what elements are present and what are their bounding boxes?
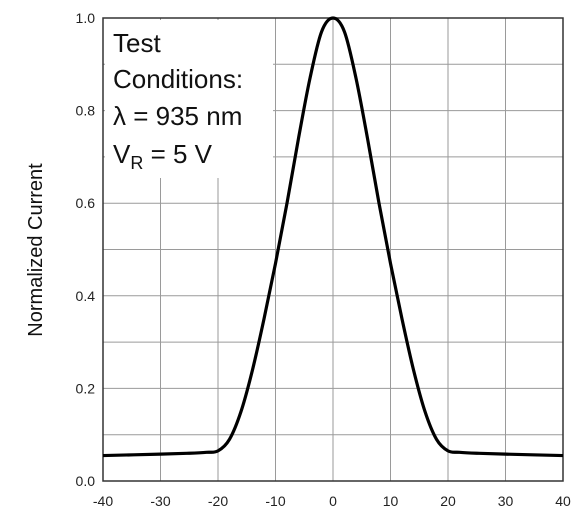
annotation-line-3: λ = 935 nm bbox=[113, 101, 242, 131]
y-tick-labels: 0.0 0.2 0.4 0.6 0.8 1.0 bbox=[76, 10, 96, 489]
x-tick-label: -10 bbox=[265, 493, 285, 509]
x-tick-label: -20 bbox=[208, 493, 228, 509]
x-tick-label: -40 bbox=[93, 493, 113, 509]
x-tick-label: 20 bbox=[440, 493, 456, 509]
x-tick-labels: -40 -30 -20 -10 0 10 20 30 40 bbox=[93, 493, 571, 509]
x-tick-label: -30 bbox=[150, 493, 170, 509]
y-tick-label: 0.6 bbox=[76, 195, 96, 211]
annotation-line-1: Test bbox=[113, 28, 161, 58]
y-tick-label: 0.2 bbox=[76, 380, 96, 396]
annotation-value: = 5 V bbox=[143, 139, 212, 169]
x-tick-label: 40 bbox=[555, 493, 571, 509]
x-tick-label: 10 bbox=[383, 493, 399, 509]
x-tick-label: 0 bbox=[329, 493, 337, 509]
y-axis-label: Normalized Current bbox=[25, 163, 47, 337]
annotation-v: V bbox=[113, 139, 131, 169]
y-tick-label: 0.0 bbox=[76, 473, 96, 489]
annotation-background bbox=[105, 20, 273, 178]
annotation-line-4: VR = 5 V bbox=[113, 139, 213, 173]
series-line bbox=[102, 16, 564, 458]
y-tick-label: 0.4 bbox=[76, 288, 96, 304]
annotation-subscript: R bbox=[130, 153, 143, 173]
series-group bbox=[102, 16, 564, 458]
y-tick-label: 0.8 bbox=[76, 103, 96, 119]
x-tick-label: 30 bbox=[498, 493, 514, 509]
annotation-box: Test Conditions: λ = 935 nm VR = 5 V bbox=[113, 28, 243, 173]
grid bbox=[102, 17, 564, 482]
annotation-line-2: Conditions: bbox=[113, 64, 243, 94]
y-tick-label: 1.0 bbox=[76, 10, 96, 26]
